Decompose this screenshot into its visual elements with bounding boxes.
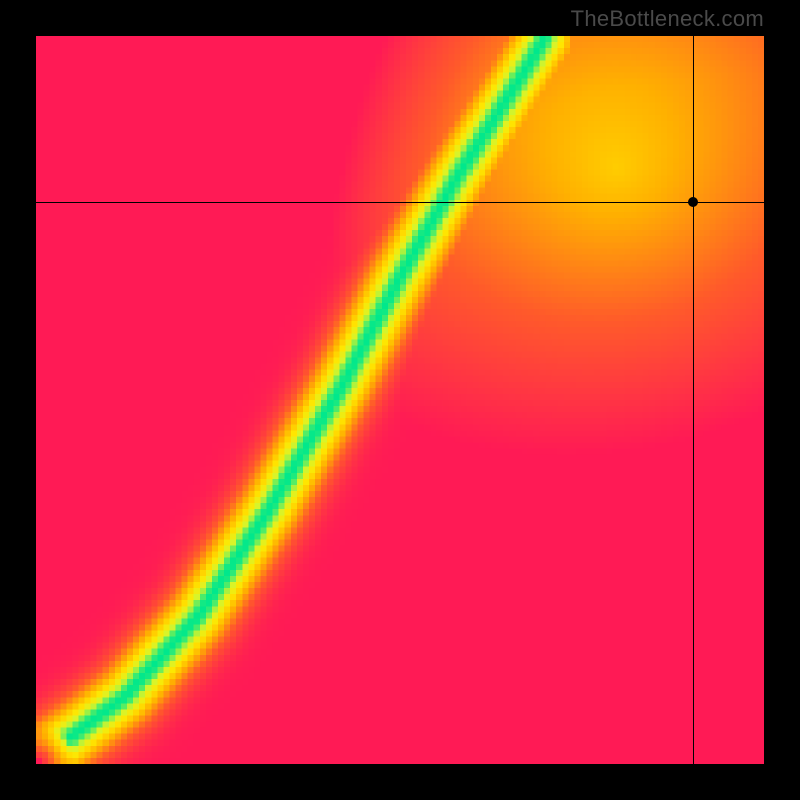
- plot-area: [36, 36, 764, 764]
- crosshair-dot: [688, 197, 698, 207]
- crosshair-horizontal: [36, 202, 764, 203]
- heatmap-canvas: [36, 36, 764, 764]
- watermark-text: TheBottleneck.com: [571, 6, 764, 32]
- crosshair-vertical: [693, 36, 694, 764]
